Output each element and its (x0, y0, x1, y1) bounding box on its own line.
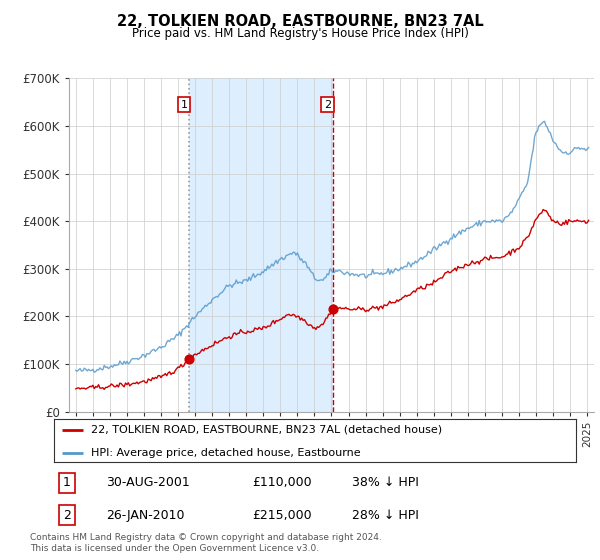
Text: Contains HM Land Registry data © Crown copyright and database right 2024.
This d: Contains HM Land Registry data © Crown c… (30, 533, 382, 553)
Text: 2: 2 (63, 508, 71, 521)
Text: 1: 1 (63, 477, 71, 489)
Text: 22, TOLKIEN ROAD, EASTBOURNE, BN23 7AL: 22, TOLKIEN ROAD, EASTBOURNE, BN23 7AL (116, 14, 484, 29)
Text: 26-JAN-2010: 26-JAN-2010 (106, 508, 185, 521)
Bar (189, 78, 332, 412)
Text: £110,000: £110,000 (253, 477, 312, 489)
Text: HPI: Average price, detached house, Eastbourne: HPI: Average price, detached house, East… (91, 447, 360, 458)
Text: 38% ↓ HPI: 38% ↓ HPI (352, 477, 418, 489)
Point (328, 305, 337, 314)
Text: 2: 2 (324, 100, 331, 110)
Text: 28% ↓ HPI: 28% ↓ HPI (352, 508, 418, 521)
Text: £215,000: £215,000 (253, 508, 312, 521)
Text: Price paid vs. HM Land Registry's House Price Index (HPI): Price paid vs. HM Land Registry's House … (131, 27, 469, 40)
Point (184, 355, 194, 364)
Text: 22, TOLKIEN ROAD, EASTBOURNE, BN23 7AL (detached house): 22, TOLKIEN ROAD, EASTBOURNE, BN23 7AL (… (91, 424, 442, 435)
Text: 30-AUG-2001: 30-AUG-2001 (106, 477, 190, 489)
Text: 1: 1 (181, 100, 188, 110)
